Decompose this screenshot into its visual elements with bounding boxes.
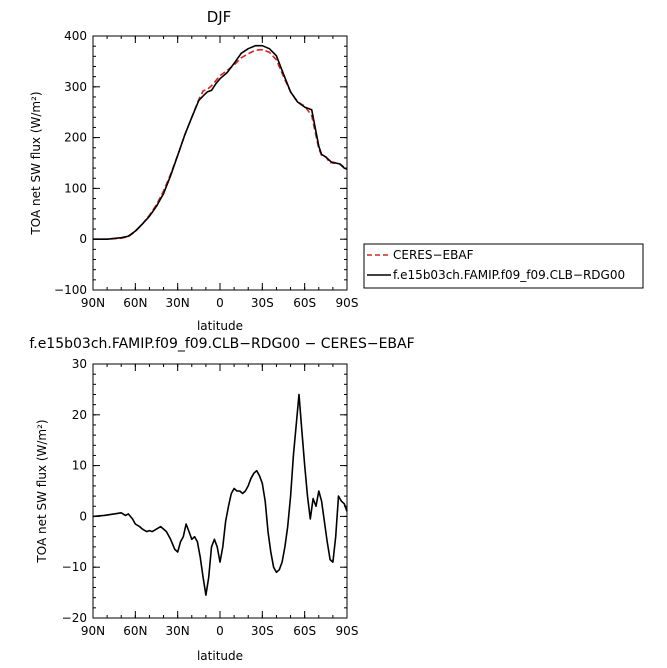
bottom-chart-title: f.e15b03ch.FAMIP.f09_f09.CLB−RDG00 − CER… [29,336,414,352]
top-x-tick-label: 30S [251,296,274,310]
bottom-y-tick-label: −20 [62,611,87,625]
bottom-y-tick-label: 30 [72,357,87,371]
top-x-tick-label: 30N [166,296,190,310]
top-x-tick-label: 60N [123,296,147,310]
bottom-y-tick-label: 10 [72,459,87,473]
top-y-axis-label: TOA net SW flux (W/m²) [29,91,43,235]
bottom-y-tick-label: 0 [79,509,87,523]
top-y-tick-label: −100 [54,283,87,297]
bottom-panel: f.e15b03ch.FAMIP.f09_f09.CLB−RDG00 − CER… [29,336,414,663]
bottom-plot-frame [92,363,348,619]
top-y-ticks: −100 0 100 200 300 400 [54,29,347,297]
top-series-lines [93,44,348,240]
bottom-x-tick-label: 0 [216,624,224,638]
legend-label-ceres: CERES−EBAF [393,248,474,262]
top-y-tick-label: 0 [79,232,87,246]
top-x-ticks: 90N 60N 30N 0 30S 60S 90S [81,36,359,310]
bottom-x-tick-label: 60N [123,624,147,638]
legend-label-model: f.e15b03ch.FAMIP.f09_f09.CLB−RDG00 [393,268,625,282]
bottom-x-tick-label: 60S [293,624,316,638]
bottom-x-tick-label: 30S [251,624,274,638]
bottom-y-axis-label: TOA net SW flux (W/m²) [35,419,49,563]
bottom-series-line-0 [92,393,348,596]
bottom-series-lines [92,393,348,596]
bottom-x-tick-label: 90S [336,624,359,638]
bottom-x-axis-label: latitude [197,649,243,663]
top-y-tick-label: 200 [64,131,87,145]
top-x-tick-label: 90N [81,296,105,310]
bottom-x-ticks: 90N 60N 30N 0 30S 60S 90S [81,364,359,638]
top-y-tick-label: 300 [64,80,87,94]
top-x-tick-label: 60S [293,296,316,310]
top-y-tick-label: 100 [64,181,87,195]
top-chart-title: DJF [207,8,232,26]
bottom-y-ticks: −20 −10 0 10 20 30 [62,357,347,625]
bottom-y-tick-label: −10 [62,560,87,574]
top-series-line-1 [93,44,348,240]
legend: CERES−EBAF f.e15b03ch.FAMIP.f09_f09.CLB−… [363,243,644,289]
top-x-axis-label: latitude [197,319,243,333]
legend-box [363,243,644,289]
top-x-tick-label: 0 [216,296,224,310]
bottom-y-tick-label: 20 [72,408,87,422]
top-y-tick-label: 400 [64,29,87,43]
bottom-x-tick-label: 90N [81,624,105,638]
top-x-tick-label: 90S [336,296,359,310]
bottom-x-tick-label: 30N [166,624,190,638]
top-plot-frame [92,35,348,291]
